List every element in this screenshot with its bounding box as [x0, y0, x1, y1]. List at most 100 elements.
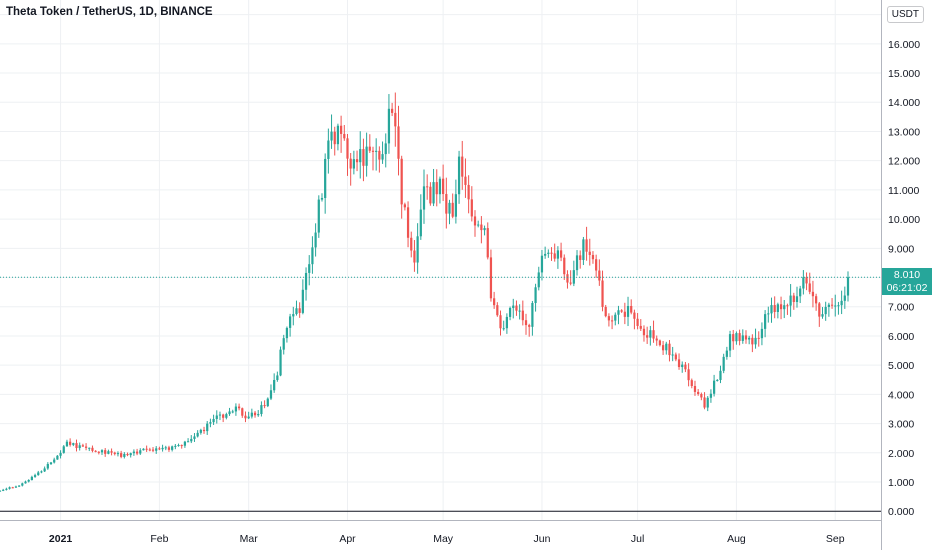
- candle-body: [795, 296, 799, 303]
- candle-body: [317, 199, 320, 233]
- candle-body: [139, 450, 142, 454]
- candle-body: [722, 356, 725, 371]
- candle-body: [566, 274, 569, 283]
- candle-body: [49, 462, 53, 465]
- candle-body: [690, 380, 693, 386]
- candle-body: [126, 453, 129, 456]
- y-tick-label: 15.000: [888, 68, 920, 80]
- candle-body: [757, 337, 760, 339]
- candle-body: [62, 446, 65, 453]
- candle-body: [81, 445, 85, 447]
- candle-body: [308, 264, 311, 273]
- candle-body: [339, 125, 343, 134]
- candle-body: [21, 483, 24, 486]
- y-tick-label: 1.000: [888, 477, 914, 489]
- candle-body: [639, 325, 642, 329]
- candle-body: [161, 447, 164, 450]
- candle-body: [569, 282, 572, 284]
- candle-body: [505, 316, 509, 329]
- candle-body: [582, 239, 585, 260]
- candle-body: [703, 397, 706, 408]
- candle-body: [824, 306, 827, 315]
- candle-body: [391, 108, 394, 113]
- candle-body: [779, 304, 783, 310]
- candle-body: [518, 310, 521, 312]
- chart-title: Theta Token / TetherUS, 1D, BINANCE: [6, 6, 213, 18]
- candle-body: [451, 202, 454, 217]
- x-tick-label: Aug: [727, 533, 746, 545]
- candle-body: [132, 451, 136, 454]
- candle-body: [617, 310, 620, 315]
- candle-body: [53, 459, 56, 463]
- candle-body: [247, 416, 250, 419]
- candle-body: [343, 133, 346, 139]
- candle-body: [0, 490, 2, 492]
- candle-body: [263, 405, 266, 407]
- candle-body: [336, 125, 340, 145]
- candle-body: [454, 194, 457, 217]
- candle-body: [438, 178, 442, 195]
- candle-body: [384, 143, 387, 155]
- candle-body: [550, 252, 553, 254]
- candle-body: [158, 448, 161, 450]
- candle-body: [604, 306, 607, 317]
- candle-body: [544, 253, 547, 256]
- candle-body: [687, 369, 690, 381]
- candle-body: [244, 415, 247, 419]
- candle-body: [607, 316, 611, 321]
- candle-body: [671, 354, 674, 356]
- candle-body: [830, 304, 834, 306]
- candle-body: [311, 247, 314, 265]
- candle-body: [33, 475, 37, 477]
- candle-body: [37, 472, 40, 476]
- x-tick-label: Jun: [533, 533, 550, 545]
- candle-body: [285, 327, 289, 339]
- candle-body: [403, 204, 406, 208]
- candle-body: [295, 308, 298, 315]
- candle-body: [100, 450, 104, 453]
- candle-body: [840, 300, 843, 306]
- candle-body: [416, 236, 419, 263]
- candle-body: [288, 316, 292, 328]
- candle-body: [426, 186, 429, 188]
- candle-body: [760, 328, 764, 339]
- candle-body: [320, 197, 324, 200]
- candle-body: [792, 295, 795, 303]
- candle-body: [212, 418, 215, 423]
- candle-body: [668, 343, 671, 356]
- candle-body: [732, 334, 735, 342]
- candle-body: [183, 441, 187, 446]
- y-tick-label: 13.000: [888, 126, 920, 138]
- candle-body: [846, 277, 850, 296]
- candle-body: [199, 429, 202, 433]
- candle-body: [499, 315, 502, 329]
- candle-body: [531, 303, 534, 327]
- candle-body: [658, 340, 662, 346]
- candle-body: [512, 305, 515, 309]
- candle-body: [751, 337, 754, 345]
- candle-body: [563, 257, 566, 275]
- candle-body: [410, 237, 413, 251]
- candle-body: [301, 289, 304, 313]
- candle-body: [486, 228, 489, 258]
- candle-body: [763, 314, 767, 329]
- candle-body: [620, 310, 623, 312]
- candle-body: [843, 295, 846, 301]
- candle-body: [260, 405, 263, 415]
- candle-body: [346, 138, 349, 159]
- currency-unit-button[interactable]: USDT: [886, 6, 924, 23]
- candle-body: [693, 385, 697, 392]
- candle-body: [633, 312, 636, 319]
- candle-body: [553, 253, 556, 259]
- candle-body: [786, 305, 789, 307]
- candle-body: [767, 313, 770, 315]
- x-tick-label: Sep: [826, 533, 845, 545]
- candle-body: [2, 489, 5, 491]
- candle-body: [333, 131, 336, 145]
- candle-body: [773, 305, 776, 312]
- candle-body: [324, 158, 327, 198]
- candle-body: [113, 452, 116, 454]
- y-tick-label: 3.000: [888, 419, 914, 431]
